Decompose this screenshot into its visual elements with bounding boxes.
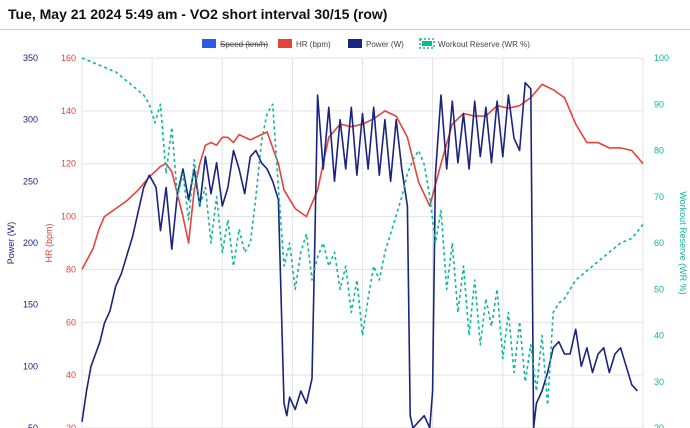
tick-label-wr: 70: [654, 192, 664, 202]
power-line: [81, 81, 638, 428]
tick-label-hr: 60: [66, 317, 76, 327]
tick-label-hr: 80: [66, 264, 76, 274]
legend-label: Speed (km/h): [220, 40, 268, 49]
tick-label-wr: 30: [654, 377, 664, 387]
hr-line: [81, 83, 644, 270]
axis-title-wr: Workout Reserve (WR %): [678, 191, 688, 294]
axis-title-hr: HR (bpm): [44, 223, 54, 262]
axis-title-power: Power (W): [6, 222, 16, 265]
tick-label-wr: 100: [654, 53, 669, 63]
tick-label-power: 300: [23, 115, 38, 125]
legend-label: Workout Reserve (WR %): [438, 40, 530, 49]
tick-label-hr: 40: [66, 370, 76, 380]
tick-label-wr: 80: [654, 146, 664, 156]
tick-label-wr: 20: [654, 423, 664, 428]
tick-label-power: 250: [23, 176, 38, 186]
title-divider: [0, 29, 690, 30]
tick-label-wr: 90: [654, 99, 664, 109]
tick-label-hr: 140: [61, 106, 76, 116]
page-title: Tue, May 21 2024 5:49 am - VO2 short int…: [8, 6, 388, 22]
legend-swatch: [278, 39, 292, 48]
tick-label-power: 50: [28, 423, 38, 428]
legend-swatch-fill: [422, 41, 432, 46]
tick-label-wr: 60: [654, 238, 664, 248]
tick-label-wr: 50: [654, 284, 664, 294]
legend-swatch: [419, 38, 435, 49]
legend-swatch: [348, 39, 362, 48]
legend-label: Power (W): [366, 40, 404, 49]
legend-swatch: [202, 39, 216, 48]
tick-label-hr: 120: [61, 159, 76, 169]
tick-label-wr: 40: [654, 331, 664, 341]
tick-label-hr: 160: [61, 53, 76, 63]
tick-label-hr: 20: [66, 423, 76, 428]
wr-line: [81, 57, 644, 406]
tick-label-power: 200: [23, 238, 38, 248]
tick-label-hr: 100: [61, 212, 76, 222]
tick-label-power: 100: [23, 361, 38, 371]
tick-label-power: 350: [23, 53, 38, 63]
legend-label: HR (bpm): [296, 40, 331, 49]
tick-label-power: 150: [23, 300, 38, 310]
